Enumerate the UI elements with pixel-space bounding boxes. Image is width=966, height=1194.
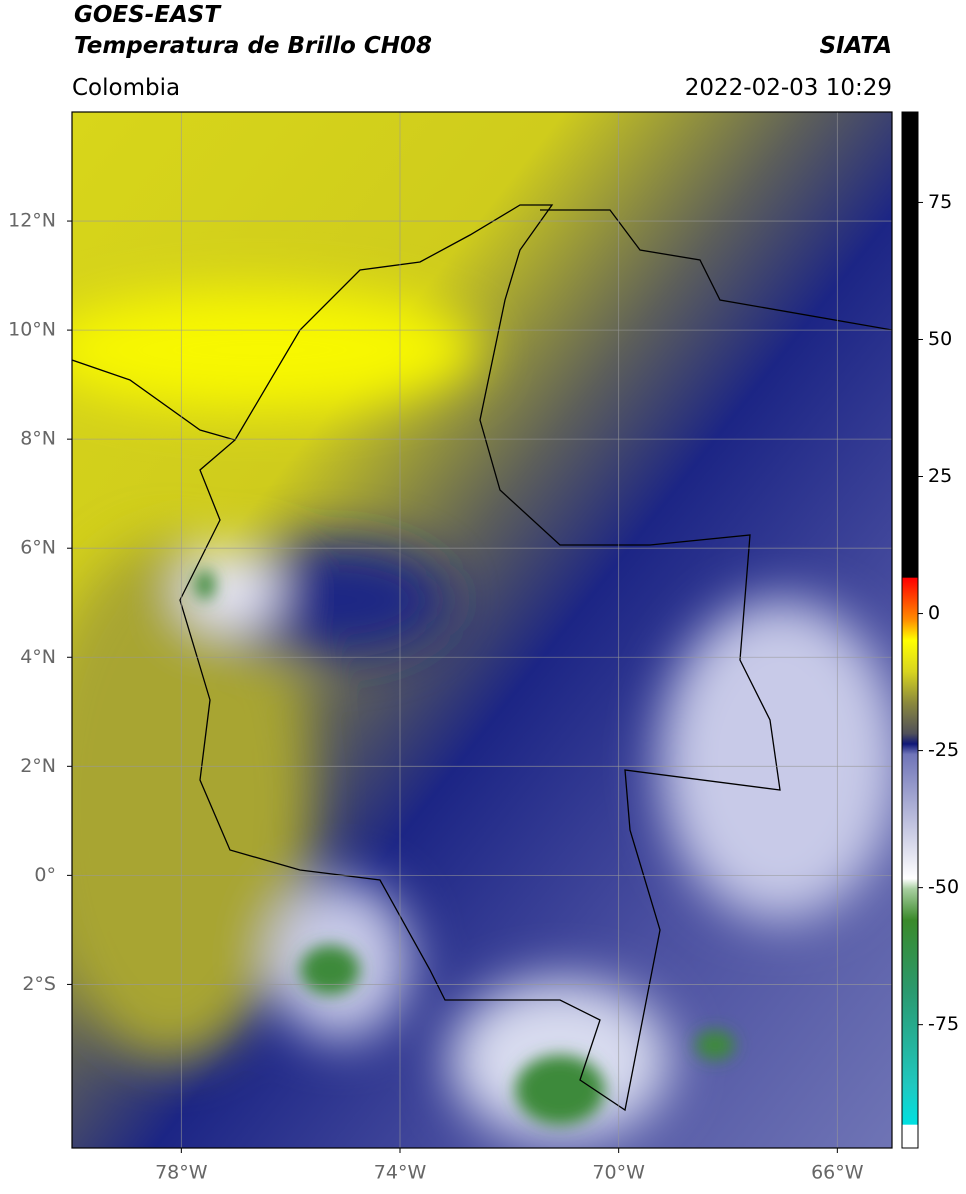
map-frame [71,111,893,1149]
y-tick-label: 8°N [20,428,56,450]
colorbar-tick-label: -25 [928,739,959,761]
imagery [72,112,892,1148]
y-tick-label: 2°N [20,755,56,777]
colorbar-tick-label: 25 [928,465,952,487]
agency: SIATA [820,33,892,59]
x-tick-label: 70°W [592,1162,645,1184]
colorbar-tick-label: 50 [928,328,952,350]
region: Colombia [72,75,180,101]
border [179,204,781,1112]
y-tick-label: 0° [34,864,56,886]
x-tick-label: 74°W [374,1162,427,1184]
colorbar-tick-label: 0 [928,602,940,624]
colorbar [901,111,919,1149]
colorbar-tick-label: 75 [928,191,952,213]
colorbar-tick-label: -75 [928,1013,959,1035]
y-tick-label: 10°N [8,319,56,341]
x-tick-label: 66°W [811,1162,864,1184]
title: Temperatura de Brillo CH08 [74,33,432,59]
y-tick-label: 4°N [20,646,56,668]
y-tick-label: 12°N [8,210,56,232]
coastline [72,359,236,441]
y-tick-label: 2°S [22,973,56,995]
source: GOES-EAST [74,2,222,28]
y-tick-label: 6°N [20,537,56,559]
x-tick-label: 78°W [155,1162,208,1184]
colorbar-tick-label: -50 [928,876,959,898]
coastline [540,209,892,331]
datetime: 2022-02-03 10:29 [685,75,892,101]
